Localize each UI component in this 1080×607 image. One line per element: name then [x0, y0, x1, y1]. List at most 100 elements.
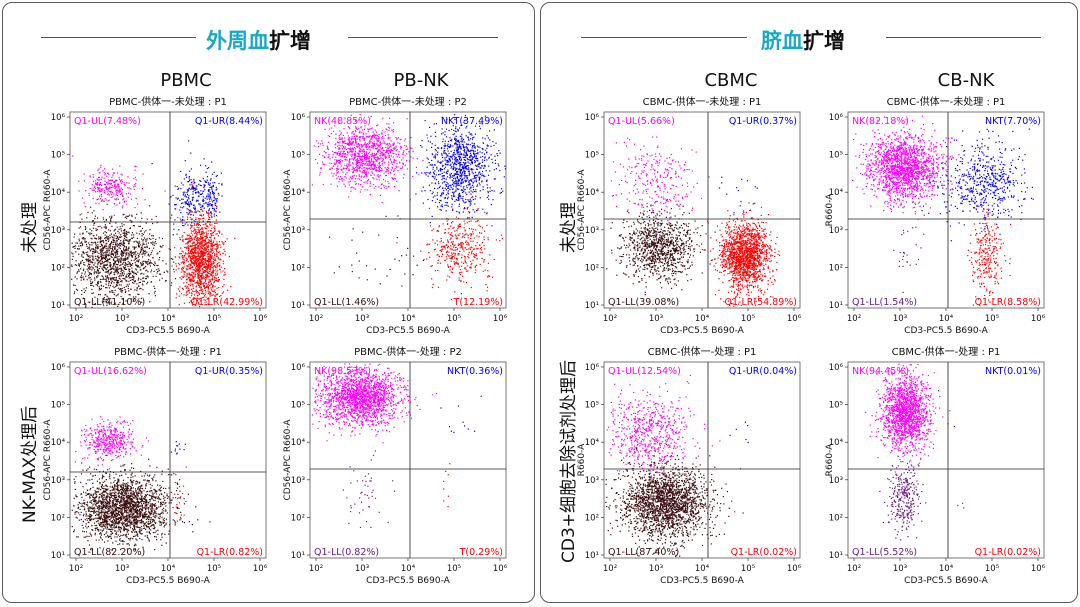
event-dot	[205, 261, 207, 263]
event-dot	[187, 235, 189, 237]
event-dot	[457, 179, 460, 181]
event-dot	[126, 254, 128, 256]
event-dot	[215, 211, 217, 213]
event-dot	[97, 188, 99, 190]
event-dot	[100, 262, 103, 264]
event-dot	[107, 182, 109, 184]
event-dot	[322, 155, 324, 157]
event-dot	[390, 140, 392, 142]
event-dot	[119, 188, 121, 190]
event-dot	[138, 253, 141, 255]
event-dot	[464, 155, 466, 157]
event-dot	[199, 228, 201, 231]
event-dot	[194, 206, 196, 208]
event-dot	[210, 278, 212, 280]
event-dot	[88, 194, 90, 197]
event-dot	[185, 173, 187, 175]
event-dot	[367, 156, 369, 158]
column-header-cbmc: CBMC	[704, 70, 758, 91]
event-dot	[105, 257, 107, 259]
event-dot	[140, 212, 142, 214]
event-dot	[364, 143, 366, 145]
event-dot	[136, 260, 138, 262]
event-dot	[378, 179, 380, 181]
event-dot	[120, 187, 123, 189]
event-dot	[113, 237, 115, 239]
event-dot	[120, 290, 122, 292]
event-dot	[97, 259, 99, 261]
event-dot	[492, 141, 494, 143]
event-dot	[211, 213, 213, 215]
event-dot	[348, 181, 350, 183]
event-dot	[221, 241, 223, 243]
event-dot	[201, 252, 203, 254]
event-dot	[188, 250, 190, 252]
event-dot	[192, 280, 194, 282]
event-dot	[206, 168, 208, 170]
event-dot	[204, 223, 206, 225]
event-dot	[183, 206, 185, 208]
event-dot	[356, 169, 358, 171]
event-dot	[190, 255, 192, 257]
event-dot	[179, 286, 181, 288]
event-dot	[374, 143, 376, 145]
event-dot	[388, 129, 390, 131]
event-dot	[202, 256, 204, 258]
event-dot	[105, 277, 108, 279]
event-dot	[377, 174, 379, 176]
event-dot	[108, 187, 110, 189]
event-dot	[205, 223, 207, 225]
event-dot	[194, 208, 196, 210]
event-dot	[135, 250, 137, 253]
event-dot	[199, 240, 201, 242]
event-dot	[116, 252, 119, 254]
event-dot	[495, 168, 497, 170]
event-dot	[379, 194, 381, 196]
event-dot	[146, 261, 148, 263]
event-dot	[380, 132, 383, 134]
event-dot	[108, 245, 110, 247]
event-dot	[371, 163, 373, 165]
event-dot	[193, 248, 195, 250]
event-dot	[96, 266, 98, 269]
event-dot	[134, 251, 136, 253]
event-dot	[109, 269, 111, 271]
event-dot	[96, 184, 99, 186]
event-dot	[163, 271, 165, 273]
event-dot	[350, 139, 352, 141]
event-dot	[366, 154, 368, 157]
event-dot	[206, 176, 209, 178]
event-dot	[189, 280, 192, 282]
event-dot	[458, 192, 460, 194]
event-dot	[365, 181, 367, 183]
event-dot	[354, 153, 357, 155]
event-dot	[208, 249, 210, 251]
event-dot	[418, 173, 420, 175]
event-dot	[188, 256, 190, 258]
event-dot	[94, 251, 96, 253]
event-dot	[196, 259, 198, 261]
event-dot	[100, 256, 103, 258]
event-dot	[206, 266, 208, 268]
event-dot	[107, 267, 109, 269]
event-dot	[82, 233, 84, 235]
event-dot	[91, 220, 94, 222]
event-dot	[349, 144, 351, 146]
event-dot	[434, 156, 436, 158]
event-dot	[189, 259, 191, 261]
event-dot	[139, 250, 142, 252]
event-dot	[185, 260, 187, 262]
event-dot	[107, 248, 109, 250]
event-dot	[337, 159, 339, 161]
event-dot	[377, 158, 379, 160]
event-dot	[182, 194, 184, 196]
event-dot	[212, 241, 214, 244]
event-dot	[358, 142, 360, 145]
event-dot	[196, 265, 198, 267]
event-dot	[206, 275, 208, 277]
event-dot	[209, 294, 211, 296]
event-dot	[153, 292, 156, 294]
event-dot	[141, 227, 144, 230]
event-dot	[197, 218, 200, 220]
event-dot	[121, 272, 123, 274]
